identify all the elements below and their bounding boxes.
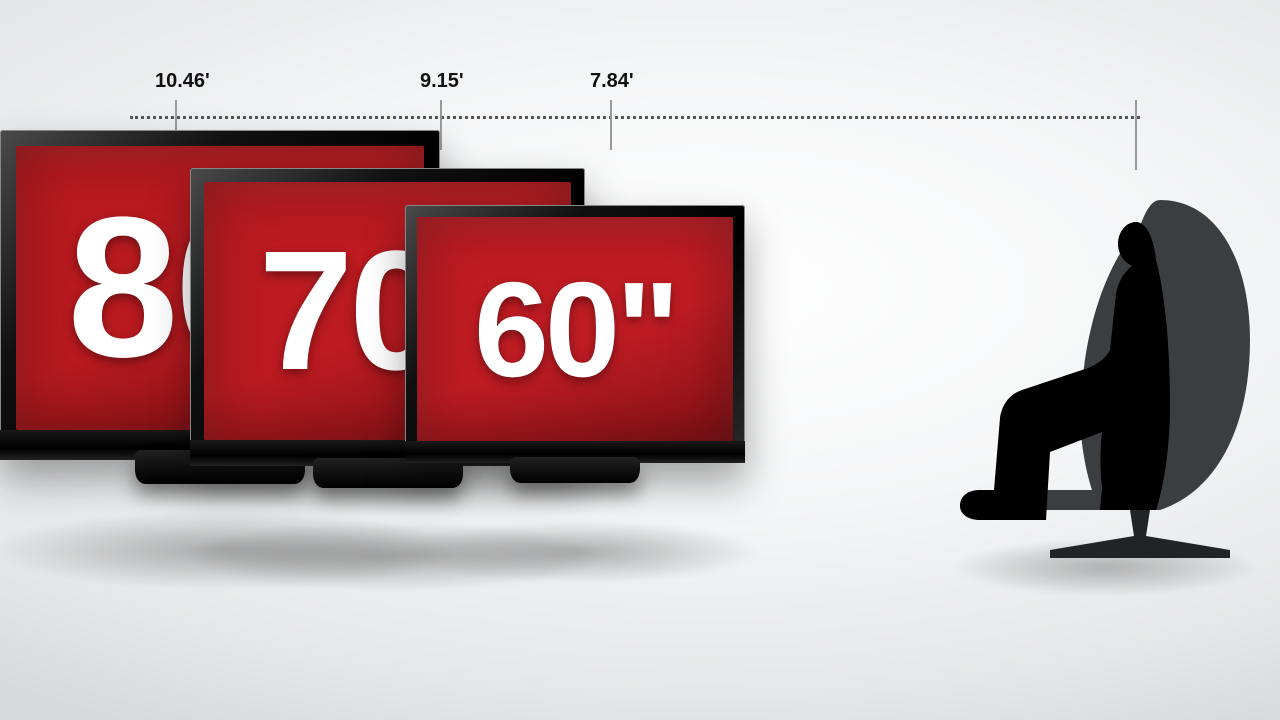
distance-ruler xyxy=(130,116,1140,119)
tick-70 xyxy=(440,100,442,150)
tv-60: 60" xyxy=(405,205,745,463)
viewer-icon xyxy=(950,190,1250,560)
infographic-stage: 10.46' 9.15' 7.84' 80" 70" 60" xyxy=(0,0,1280,720)
tick-label-80: 10.46' xyxy=(155,70,210,93)
person-silhouette xyxy=(960,222,1170,520)
tick-label-70: 9.15' xyxy=(420,70,464,93)
tick-viewer xyxy=(1135,100,1137,170)
viewer-silhouette xyxy=(950,190,1250,560)
tick-60 xyxy=(610,100,612,150)
tv-60-stand xyxy=(510,457,640,483)
chair-pedestal xyxy=(1050,510,1230,558)
tv-60-screen: 60" xyxy=(417,217,733,441)
tv-60-label: 60" xyxy=(474,262,676,397)
tick-label-60: 7.84' xyxy=(590,70,634,93)
tv-shadow-60 xyxy=(400,520,760,584)
